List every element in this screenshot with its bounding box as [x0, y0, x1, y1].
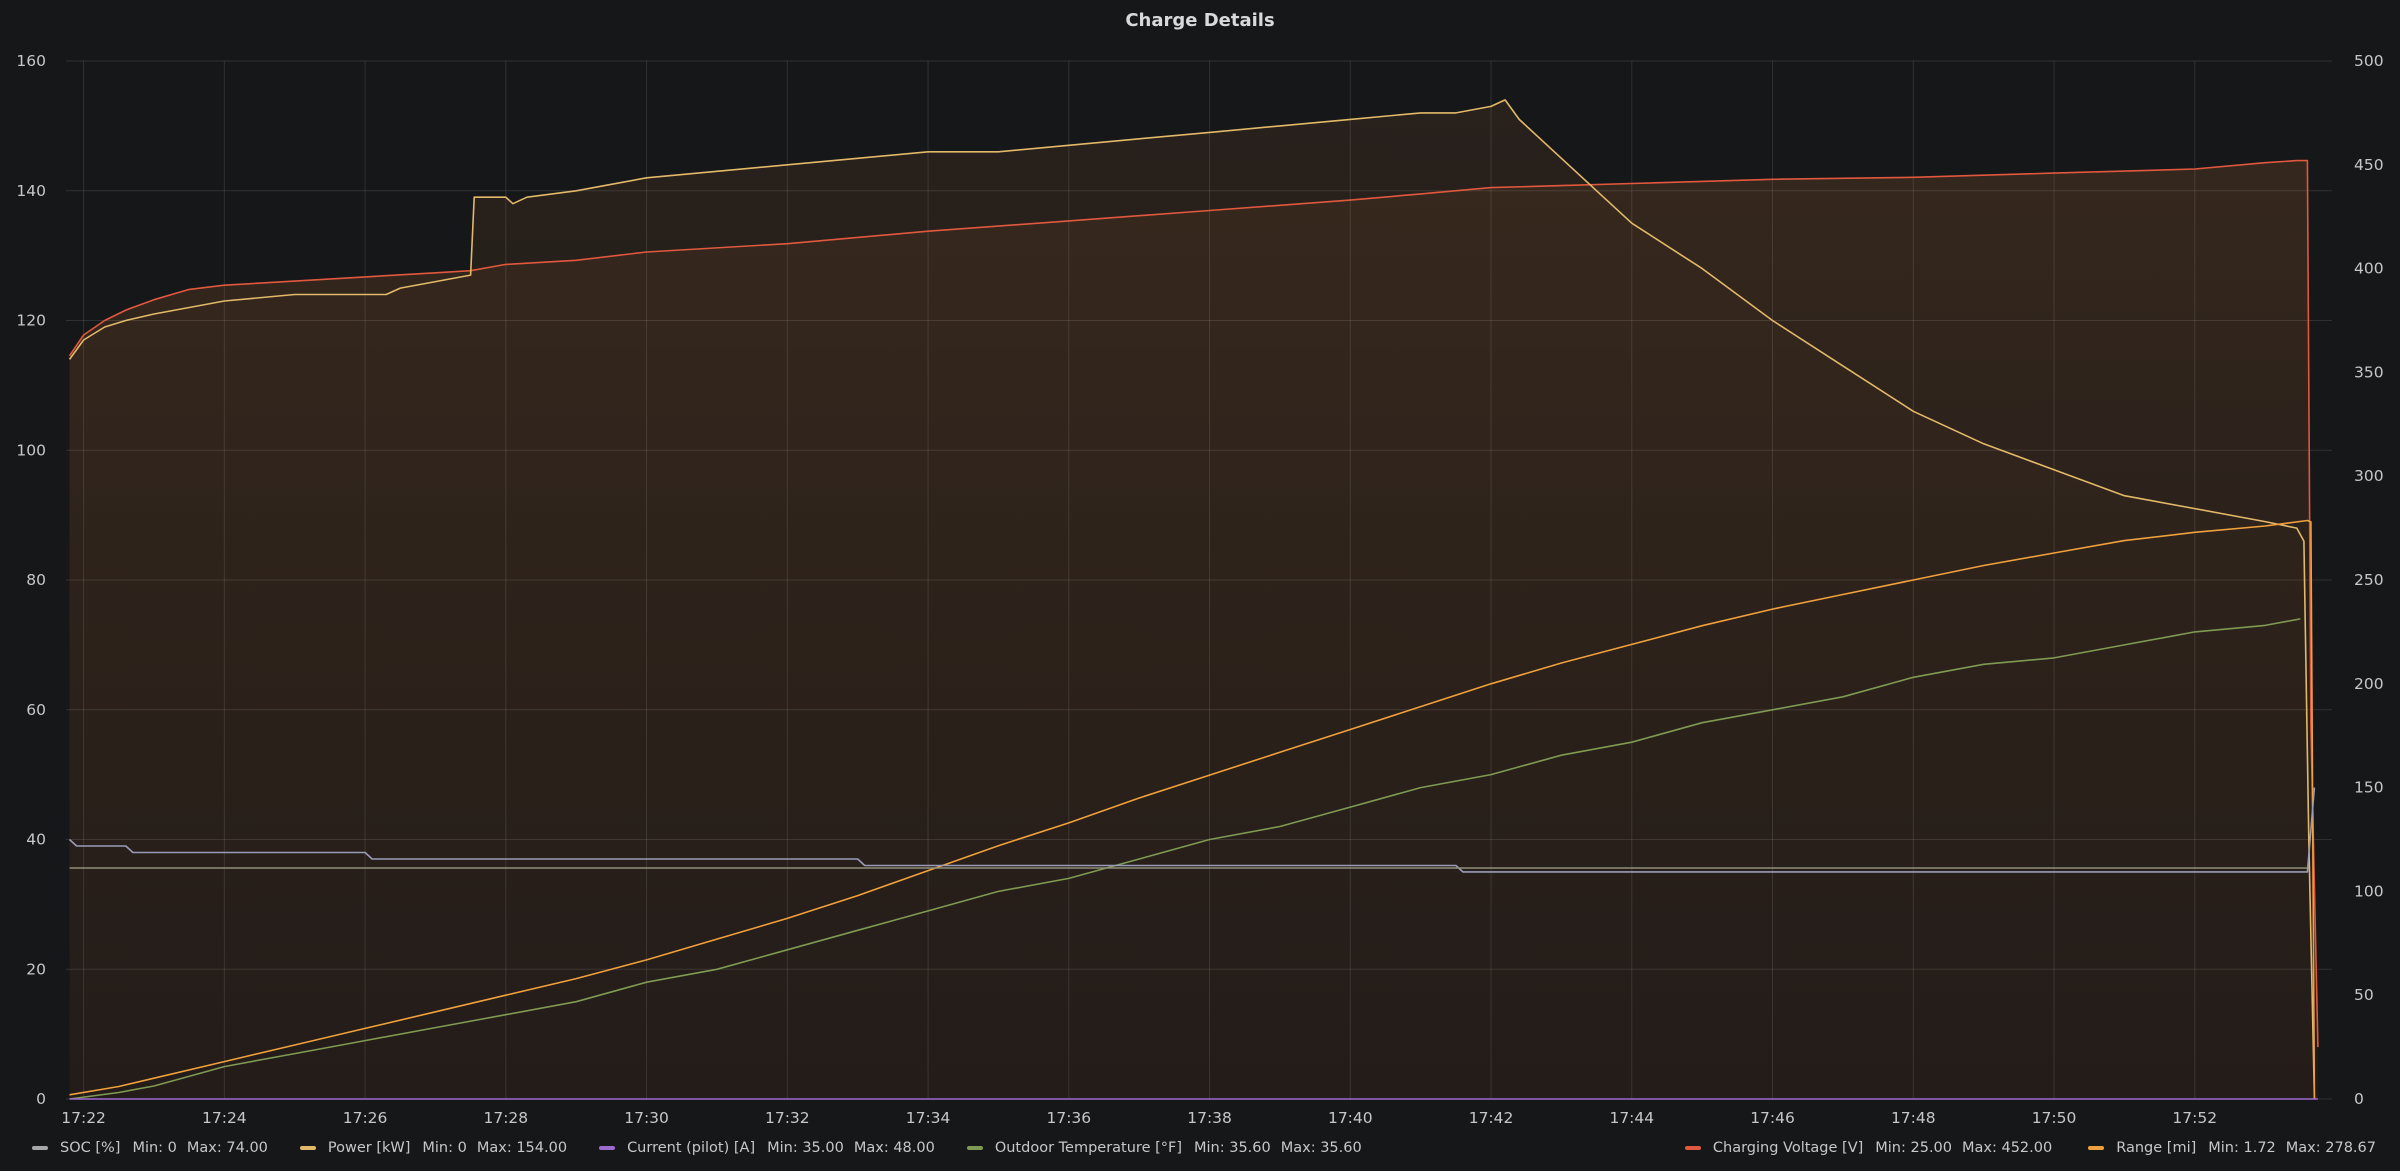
x-tick-label: 17:38: [1187, 1109, 1232, 1127]
legend-line-icon: [1684, 1146, 1701, 1150]
x-tick-label: 17:46: [1750, 1109, 1795, 1127]
legend-line-icon: [299, 1146, 316, 1150]
y-right-tick-label: 0: [2354, 1090, 2364, 1108]
y-right-tick-label: 500: [2354, 52, 2384, 70]
series-line-1: [68, 99, 2316, 1100]
legend-item-left-0[interactable]: SOC [%] Min: 0 Max: 74.00: [32, 1140, 278, 1156]
area-fill-1: [69, 99, 2315, 1099]
legend-line-icon: [966, 1146, 983, 1150]
legend-item-right-0[interactable]: Charging Voltage [V] Min: 25.00 Max: 452.0…: [1684, 1140, 2062, 1156]
y-right-tick-label: 250: [2354, 571, 2384, 589]
legend-max-value: Max: 452.00: [1962, 1140, 2053, 1156]
panel-title[interactable]: Charge Details: [1125, 10, 1275, 31]
y-left-tick-label: 160: [16, 52, 46, 70]
legend-series-name: Power [kW]: [327, 1140, 411, 1156]
legend-item-left-1[interactable]: Power [kW] Min: 0 Max: 154.00: [299, 1140, 577, 1156]
legend-series-name: Range [mi]: [2116, 1140, 2197, 1156]
x-tick-label: 17:48: [1891, 1109, 1936, 1127]
legend-max-value: Max: 154.00: [476, 1140, 568, 1156]
y-right-tick-label: 200: [2354, 675, 2384, 693]
legend-left: SOC [%] Min: 0 Max: 74.00 Power [kW] Min: 0 M…: [32, 1136, 1394, 1160]
legend-min-value: Min: 1.72: [2208, 1140, 2276, 1156]
x-tick-label: 17:32: [765, 1109, 810, 1127]
y-left-tick-label: 80: [26, 571, 46, 589]
x-tick-label: 17:26: [343, 1109, 388, 1127]
y-right-tick-label: 100: [2354, 882, 2384, 900]
legend-series-name: Outdoor Temperature [°F]: [994, 1140, 1182, 1156]
legend-item-left-3[interactable]: Outdoor Temperature [°F] Min: 35.60 Max: 3…: [966, 1140, 1372, 1156]
y-right-tick-label: 350: [2354, 363, 2384, 381]
legend-line-icon: [2088, 1146, 2105, 1150]
series-line-2: [69, 519, 2316, 1100]
x-tick-label: 17:52: [2172, 1109, 2217, 1127]
legend-min-value: Min: 35.60: [1194, 1140, 1271, 1156]
y-left-tick-label: 100: [16, 441, 46, 459]
y-right-tick-label: 450: [2354, 156, 2384, 174]
legend-min-value: Min: 0: [132, 1140, 177, 1156]
legend-max-value: Max: 35.60: [1280, 1140, 1362, 1156]
legend-item-right-1[interactable]: Range [mi] Min: 1.72 Max: 278.67: [2088, 1140, 2386, 1156]
legend-series-name: SOC [%]: [60, 1140, 121, 1156]
legend-series-name: Current (pilot) [A]: [627, 1140, 756, 1156]
legend-right: Charging Voltage [V] Min: 25.00 Max: 452.0…: [1659, 1136, 2386, 1160]
legend-max-value: Max: 48.00: [853, 1140, 935, 1156]
y-left-tick-label: 20: [26, 960, 46, 978]
x-tick-label: 17:34: [906, 1109, 951, 1127]
series-line-0: [68, 159, 2319, 1048]
legend-min-value: Min: 0: [422, 1140, 467, 1156]
legend-series-name: Charging Voltage [V]: [1712, 1140, 1864, 1156]
y-right-tick-label: 50: [2354, 986, 2374, 1004]
legend-line-icon: [599, 1146, 616, 1150]
x-tick-label: 17:22: [61, 1109, 106, 1127]
y-right-tick-label: 400: [2354, 260, 2384, 278]
y-right-tick-label: 300: [2354, 467, 2384, 485]
x-tick-label: 17:24: [202, 1109, 247, 1127]
legend-min-value: Min: 25.00: [1875, 1140, 1952, 1156]
series-line-3: [69, 618, 2301, 1100]
y-left-tick-label: 140: [16, 182, 46, 200]
series-line-4: [68, 787, 2316, 873]
x-tick-label: 17:36: [1046, 1109, 1091, 1127]
legend-max-value: Max: 278.67: [2285, 1140, 2376, 1156]
x-tick-label: 17:44: [1609, 1109, 1654, 1127]
y-left-tick-label: 40: [26, 831, 46, 849]
x-tick-label: 17:28: [483, 1109, 528, 1127]
y-left-tick-label: 120: [16, 312, 46, 330]
legend-max-value: Max: 74.00: [186, 1140, 268, 1156]
x-tick-label: 17:30: [624, 1109, 669, 1127]
y-left-tick-label: 60: [26, 701, 46, 719]
x-tick-label: 17:50: [2032, 1109, 2077, 1127]
legend-item-left-2[interactable]: Current (pilot) [A] Min: 35.00 Max: 48.00: [599, 1140, 945, 1156]
y-left-tick-label: 0: [36, 1090, 46, 1108]
y-right-tick-label: 150: [2354, 779, 2384, 797]
legend-line-icon: [32, 1146, 48, 1150]
x-tick-label: 17:40: [1328, 1109, 1373, 1127]
legend-min-value: Min: 35.00: [767, 1140, 844, 1156]
chart-plot[interactable]: 0 20 40 60 80 100 120 140 160 0 50 100 150 200 250 300 3…: [0, 0, 2400, 1130]
x-tick-label: 17:42: [1469, 1109, 1514, 1127]
